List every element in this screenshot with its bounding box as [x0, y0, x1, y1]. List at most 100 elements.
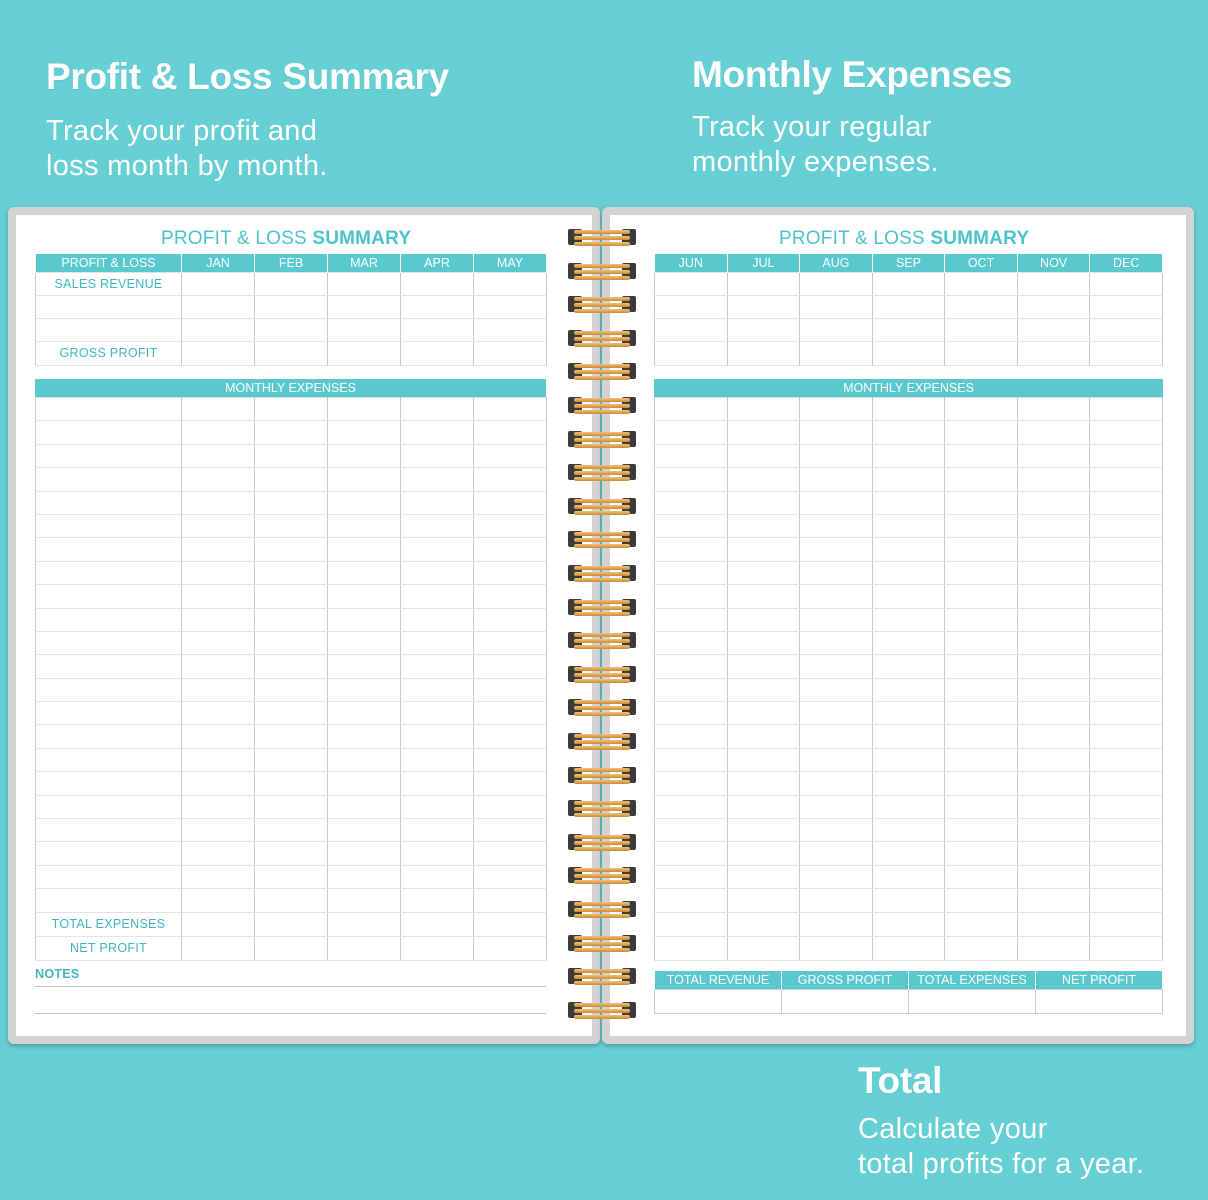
cell[interactable]	[35, 864, 182, 890]
cell[interactable]	[1016, 607, 1091, 632]
cell[interactable]	[254, 771, 328, 796]
cell[interactable]	[1016, 654, 1091, 679]
cell[interactable]	[654, 294, 728, 319]
cell[interactable]	[400, 490, 474, 515]
cell[interactable]	[254, 294, 328, 319]
cell[interactable]	[799, 294, 873, 319]
cell[interactable]	[254, 935, 328, 961]
cell[interactable]	[400, 396, 474, 422]
cell[interactable]	[254, 271, 328, 296]
cell[interactable]	[871, 794, 946, 820]
cell[interactable]	[400, 584, 474, 609]
cell[interactable]	[35, 607, 182, 632]
cell[interactable]	[473, 513, 547, 539]
cell[interactable]	[799, 443, 873, 469]
cell[interactable]	[473, 701, 547, 726]
cell[interactable]	[400, 467, 474, 492]
cell[interactable]	[799, 420, 873, 445]
cell[interactable]	[327, 340, 401, 366]
cell[interactable]	[726, 271, 801, 296]
cell[interactable]	[654, 630, 728, 656]
cell[interactable]	[726, 420, 801, 445]
cell[interactable]	[726, 537, 801, 562]
cell[interactable]	[944, 841, 1018, 866]
cell[interactable]	[473, 677, 547, 703]
cell[interactable]	[473, 467, 547, 492]
cell[interactable]	[327, 677, 401, 703]
cell[interactable]	[181, 271, 255, 296]
cell[interactable]	[35, 513, 182, 539]
cell[interactable]	[181, 584, 255, 609]
cell[interactable]	[726, 654, 801, 679]
cell[interactable]	[871, 420, 946, 445]
cell[interactable]	[1016, 630, 1091, 656]
cell[interactable]	[1089, 513, 1163, 539]
cell[interactable]	[871, 294, 946, 319]
cell[interactable]	[181, 935, 255, 961]
cell[interactable]	[181, 294, 255, 319]
cell[interactable]	[254, 340, 328, 366]
cell[interactable]	[654, 607, 728, 632]
cell[interactable]	[254, 467, 328, 492]
cell[interactable]	[944, 513, 1018, 539]
cell[interactable]	[473, 864, 547, 890]
cell[interactable]	[254, 888, 328, 913]
cell[interactable]	[944, 677, 1018, 703]
cell[interactable]	[181, 724, 255, 749]
cell[interactable]	[327, 630, 401, 656]
cell[interactable]	[400, 607, 474, 632]
cell[interactable]	[400, 794, 474, 820]
cell[interactable]	[473, 396, 547, 422]
cell[interactable]	[654, 654, 728, 679]
gross-profit-cell[interactable]	[781, 988, 909, 1014]
cell[interactable]	[473, 271, 547, 296]
cell[interactable]	[181, 467, 255, 492]
cell[interactable]	[181, 747, 255, 773]
cell[interactable]	[400, 935, 474, 961]
cell[interactable]	[181, 841, 255, 866]
cell[interactable]	[181, 560, 255, 586]
net-profit-cell[interactable]	[1035, 988, 1163, 1014]
cell[interactable]	[327, 584, 401, 609]
cell[interactable]	[473, 841, 547, 866]
cell[interactable]	[871, 677, 946, 703]
cell[interactable]	[1016, 818, 1091, 843]
cell[interactable]	[1089, 888, 1163, 913]
cell[interactable]	[400, 747, 474, 773]
cell[interactable]	[35, 443, 182, 469]
cell[interactable]	[654, 560, 728, 586]
cell[interactable]	[944, 771, 1018, 796]
cell[interactable]	[254, 864, 328, 890]
cell[interactable]	[871, 396, 946, 422]
cell[interactable]	[1016, 560, 1091, 586]
cell[interactable]	[871, 490, 946, 515]
cell[interactable]	[871, 443, 946, 469]
cell[interactable]	[871, 888, 946, 913]
cell[interactable]	[400, 443, 474, 469]
cell[interactable]	[400, 317, 474, 342]
cell[interactable]	[1089, 794, 1163, 820]
cell[interactable]	[400, 271, 474, 296]
cell[interactable]	[35, 841, 182, 866]
cell[interactable]	[35, 701, 182, 726]
cell[interactable]	[871, 747, 946, 773]
cell[interactable]	[944, 420, 1018, 445]
total-revenue-cell[interactable]	[654, 988, 782, 1014]
cell[interactable]	[654, 467, 728, 492]
cell[interactable]	[1016, 935, 1091, 961]
cell[interactable]	[473, 630, 547, 656]
cell[interactable]	[327, 771, 401, 796]
cell[interactable]	[1016, 864, 1091, 890]
cell[interactable]	[654, 794, 728, 820]
cell[interactable]	[327, 271, 401, 296]
cell[interactable]	[726, 294, 801, 319]
cell[interactable]	[400, 537, 474, 562]
cell[interactable]	[400, 654, 474, 679]
cell[interactable]	[400, 340, 474, 366]
notes-line[interactable]	[35, 986, 546, 987]
cell[interactable]	[944, 443, 1018, 469]
cell[interactable]	[327, 513, 401, 539]
cell[interactable]	[944, 396, 1018, 422]
cell[interactable]	[944, 794, 1018, 820]
cell[interactable]	[400, 420, 474, 445]
